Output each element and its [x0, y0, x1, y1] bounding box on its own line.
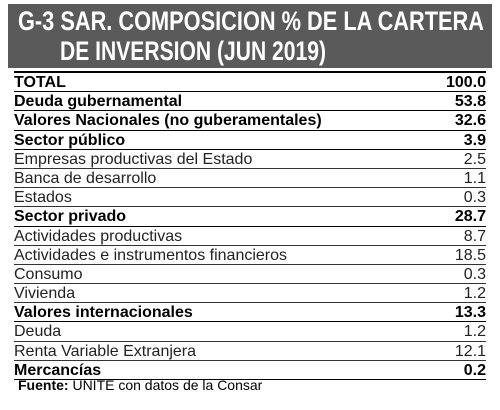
row-label: Actividades e instrumentos financieros: [14, 246, 288, 264]
table-row: TOTAL 100.0: [14, 73, 486, 93]
table-row: Sector público 3.9: [14, 131, 486, 150]
row-label: Mercancías: [14, 361, 102, 379]
row-value: 53.8: [454, 93, 486, 111]
row-label: TOTAL: [14, 74, 66, 91]
table-row: Empresas productivas del Estado 2.5: [14, 150, 486, 169]
row-label: Renta Variable Extranjera: [14, 342, 197, 360]
row-label: Empresas productivas del Estado: [14, 150, 253, 168]
table-row: Deuda 1.2: [14, 322, 486, 342]
row-value: 12.1: [454, 342, 486, 360]
title-line: G-3 SAR. COMPOSICION % DE LA CARTERA: [18, 6, 484, 36]
table-row: Actividades productivas 8.7: [14, 227, 486, 246]
row-value: 1.1: [463, 169, 486, 187]
header: G-3 SAR. COMPOSICION % DE LA CARTERA DE …: [8, 4, 492, 68]
table-row: Estados 0.3: [14, 188, 486, 208]
table-row: Actividades e instrumentos financieros 18…: [14, 246, 486, 265]
table-row: Vivienda 1.2: [14, 284, 486, 304]
row-value: 1.2: [463, 323, 486, 341]
footer: Fuente: UNITE con datos de la Consar: [18, 377, 262, 393]
source: UNITE con datos de la Consar: [72, 377, 263, 393]
row-label: Estados: [14, 189, 72, 207]
table-row: Renta Variable Extranjera 12.1: [14, 342, 486, 361]
row-value: 0.3: [463, 265, 486, 283]
table: TOTAL 100.0 Deuda gubernamental 53.8 Valores…: [14, 71, 486, 380]
table-row: Consumo 0.3: [14, 265, 486, 285]
row-value: 0.2: [463, 361, 486, 379]
row-value: 100.0: [445, 74, 486, 91]
row-value: 0.3: [463, 189, 486, 207]
row-value: 8.7: [463, 227, 486, 245]
table-row: Sector privado 28.7: [14, 207, 486, 227]
row-label: Deuda: [14, 323, 62, 341]
row-value: 1.2: [463, 285, 486, 303]
table-row: Banca de desarrollo 1.1: [14, 169, 486, 189]
row-label: Vivienda: [14, 285, 76, 303]
row-value: 2.5: [463, 150, 486, 168]
table-row: Mercancías 0.2: [14, 361, 486, 380]
row-label: Valores internacionales: [14, 304, 193, 322]
row-value: 18.5: [454, 246, 486, 264]
header-title: G-3 SAR. COMPOSICION % DE LA CARTERA DE …: [18, 6, 484, 66]
table-row: Deuda gubernamental 53.8: [14, 92, 486, 112]
row-value: 13.3: [454, 304, 486, 322]
row-label: Sector privado: [14, 208, 127, 226]
table-row: Valores internacionales 13.3: [14, 303, 486, 323]
row-label: Banca de desarrollo: [14, 169, 157, 187]
row-label: Deuda gubernamental: [14, 93, 183, 111]
table-row: Valores Nacionales (no guberamentales) 32…: [14, 111, 486, 131]
row-label: Consumo: [14, 265, 83, 283]
source-label: Fuente:: [18, 377, 69, 393]
row-label: Actividades productivas: [14, 227, 183, 245]
row-value: 3.9: [463, 131, 486, 149]
row-label: Sector público: [14, 131, 126, 149]
row-value: 32.6: [454, 112, 486, 130]
row-label: Valores Nacionales (no guberamentales): [14, 112, 322, 130]
title-line: DE INVERSION (JUN 2019): [60, 36, 326, 66]
row-value: 28.7: [454, 208, 486, 226]
